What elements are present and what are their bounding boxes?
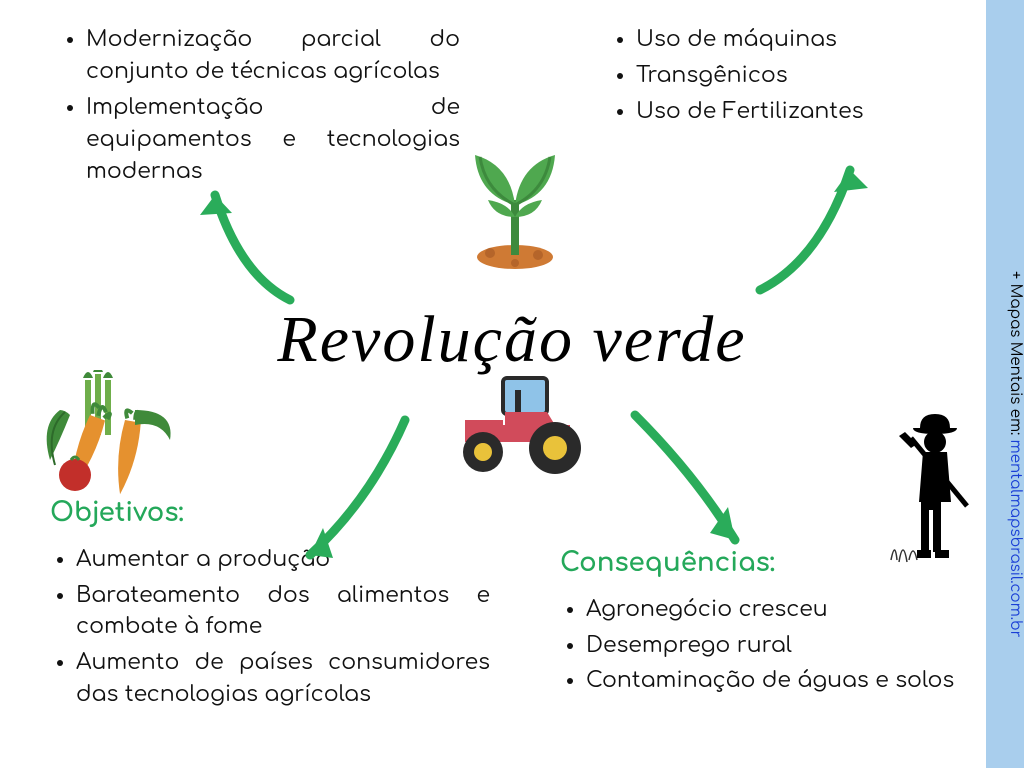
list-item: Desemprego rural (586, 631, 960, 663)
list-item: Barateamento dos alimentos e combate à f… (76, 581, 490, 645)
arrow-top-right (740, 140, 890, 310)
arrow-top-left (180, 165, 320, 315)
top-right-block: Uso de máquinas Transgênicos Uso de Fert… (610, 25, 930, 133)
sidebar-prefix: + Mapas Mentais em: (1007, 271, 1024, 440)
main-title: Revolução verde (277, 302, 746, 378)
plant-icon (460, 145, 570, 279)
list-item: Uso de Fertilizantes (636, 97, 930, 129)
top-right-list: Uso de máquinas Transgênicos Uso de Fert… (610, 25, 930, 129)
list-item: Transgênicos (636, 61, 930, 93)
arrow-bottom-right (610, 395, 780, 565)
list-item: Aumento de países consumidores das tecno… (76, 648, 490, 712)
list-item: Agronegócio cresceu (586, 595, 960, 627)
tractor-icon (445, 370, 585, 484)
vegetables-icon (35, 370, 185, 504)
list-item: Uso de máquinas (636, 25, 930, 57)
consequences-list: Agronegócio cresceu Desemprego rural Con… (560, 595, 960, 699)
sidebar-link[interactable]: mentalmapsbrasil.com.br (1007, 439, 1024, 637)
top-left-list: Modernização parcial do conjunto de técn… (60, 25, 460, 188)
list-item: Modernização parcial do conjunto de técn… (86, 25, 460, 89)
sidebar: + Mapas Mentais em: mentalmapsbrasil.com… (986, 0, 1024, 768)
list-item: Contaminação de águas e solos (586, 666, 960, 698)
farmer-icon (885, 410, 985, 584)
arrow-bottom-left (275, 400, 435, 580)
